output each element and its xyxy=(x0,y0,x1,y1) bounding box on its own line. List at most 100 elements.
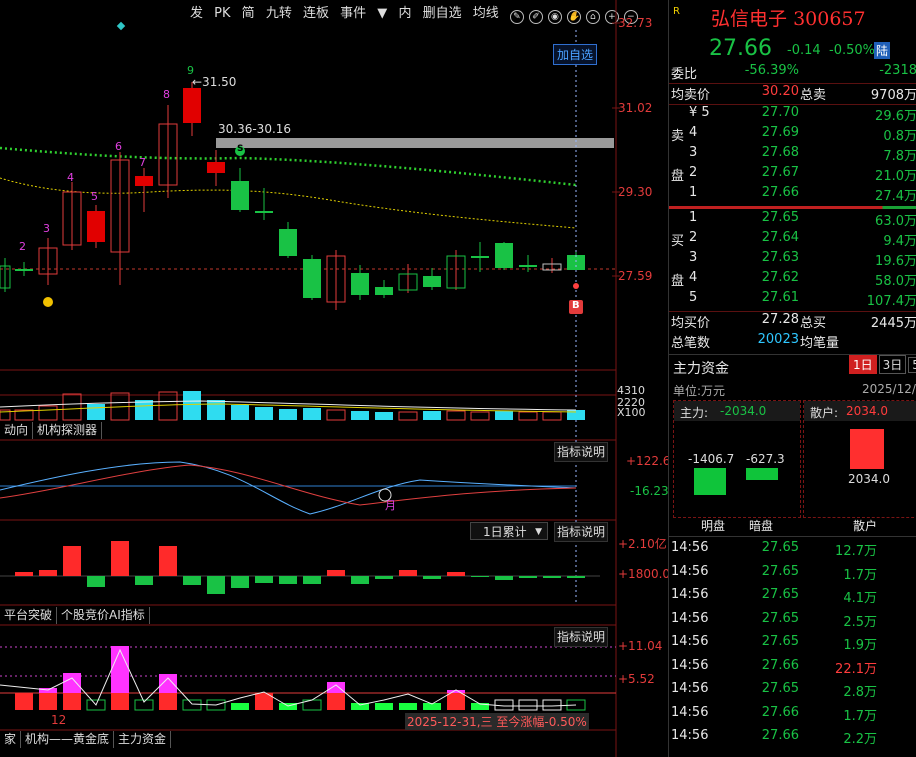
period-select[interactable]: 1日累计 ▼ xyxy=(470,522,548,540)
range-label: 30.36-30.16 xyxy=(218,122,292,136)
tick-price: 27.65 xyxy=(761,587,799,602)
sell-level-label: 3 xyxy=(689,145,698,160)
tab-5day[interactable]: 5 xyxy=(908,357,916,373)
tab-ai-auction[interactable]: 个股竞价AI指标 xyxy=(57,607,150,624)
sell-signal-icon xyxy=(235,146,245,156)
toolbar-item-jiuzhuan[interactable]: 九转 xyxy=(265,6,292,21)
seq-number-5: 5 xyxy=(91,190,98,203)
sell-level-volume: 21.0万 xyxy=(875,169,916,184)
tick-row: 14:56 27.66 22.1万 xyxy=(669,658,916,678)
indicator1-axis-top: +122.6 xyxy=(626,454,668,468)
tick-row: 14:56 27.66 2.2万 xyxy=(669,728,916,748)
tick-volume: 22.1万 xyxy=(835,661,877,677)
buy-level-label: 1 xyxy=(689,210,698,225)
indicator1-marker: 月 xyxy=(385,499,396,512)
buy-level-price: 27.64 xyxy=(761,230,799,245)
tick-volume: 4.1万 xyxy=(843,591,877,606)
price-axis-2: 31.02 xyxy=(618,101,653,115)
buy-level-volume: 19.6万 xyxy=(875,254,916,269)
sell-level-row: 盘 2 27.67 21.0万 xyxy=(669,165,916,185)
avg-vol-label: 均笔量 xyxy=(800,336,840,351)
tab-direction[interactable]: 动向 xyxy=(0,422,34,439)
main-fund-box: 主力: -2034.0 -1406.7 -627.3 xyxy=(673,400,801,518)
sell-level-price: 27.68 xyxy=(761,145,799,160)
buy-level-row: 1 27.65 63.0万 xyxy=(669,210,916,230)
buy-level-label: 4 xyxy=(689,270,698,285)
volume-label-3: X100 xyxy=(617,406,646,419)
sell-level-volume: 0.8万 xyxy=(883,129,916,144)
indicator2-note-button[interactable]: 指标说明 xyxy=(554,522,608,542)
seq-number-4: 4 xyxy=(67,171,74,184)
sell-level-price: 27.70 xyxy=(761,105,799,120)
buy-level-volume: 9.4万 xyxy=(883,234,916,249)
dropdown-arrow-icon[interactable]: ▼ xyxy=(377,6,388,21)
tick-time: 14:56 xyxy=(671,728,709,743)
toolbar-item-ma[interactable]: 均线 xyxy=(472,6,499,21)
tab-institution-detector[interactable]: 机构探测器 xyxy=(33,422,103,439)
toolbar-item-jian[interactable]: 简 xyxy=(241,6,255,21)
pen-icon[interactable]: ✐ xyxy=(528,10,543,24)
tab-jia[interactable]: 家 xyxy=(0,731,22,748)
sell-level-row: 卖 4 27.69 0.8万 xyxy=(669,125,916,145)
hand-icon[interactable]: ✋ xyxy=(566,10,581,24)
toolbar-item-fa[interactable]: 发 xyxy=(190,6,204,21)
weibi-label: 委比 xyxy=(671,67,698,82)
avg-buy-label: 均买价 xyxy=(671,316,711,331)
sell-level-label: 2 xyxy=(689,165,698,180)
indicator3-note-button[interactable]: 指标说明 xyxy=(554,627,608,647)
tick-volume: 2.5万 xyxy=(843,614,877,630)
buy-badge: B xyxy=(572,300,580,311)
sell-level-row: 1 27.66 27.4万 xyxy=(669,185,916,205)
candles xyxy=(0,82,585,310)
chart-toolbar: 发 PK 简 九转 连板 事件 ▼ 内 删自选 均线 ✎ ✐ ◉ ✋ ⌂ + − xyxy=(190,2,643,24)
seq-number-6: 6 xyxy=(115,140,122,153)
indicator1-note-button[interactable]: 指标说明 xyxy=(554,442,608,462)
tick-row: 14:56 27.66 1.7万 xyxy=(669,705,916,725)
buy-level-label: 2 xyxy=(689,230,698,245)
total-sell-value: 9708万 xyxy=(870,88,916,103)
total-count-value: 20023 xyxy=(757,332,799,347)
eye-icon[interactable]: ◉ xyxy=(547,10,562,24)
fund-date: 2025/12/3 xyxy=(862,382,916,396)
buy-level-row: 盘 4 27.62 58.0万 xyxy=(669,270,916,290)
buy-side-label: 买 xyxy=(671,234,685,249)
tick-price: 27.66 xyxy=(761,728,799,743)
tick-time: 14:56 xyxy=(671,681,709,696)
draw-icon[interactable]: ✎ xyxy=(509,10,524,24)
lock-icon[interactable]: ⌂ xyxy=(585,10,600,24)
sell-level-volume: 27.4万 xyxy=(875,189,916,204)
toolbar-item-delete-watch[interactable]: 删自选 xyxy=(422,6,462,21)
tick-time: 14:56 xyxy=(671,587,709,602)
toolbar-item-event[interactable]: 事件 xyxy=(340,6,367,21)
favorite-icon[interactable]: R xyxy=(673,6,680,17)
tick-volume: 1.9万 xyxy=(843,638,877,653)
sell-level-row: ¥ 5 27.70 29.6万 xyxy=(669,105,916,125)
sell-side-label: 卖 xyxy=(671,129,685,144)
stock-name: 弘信电子 xyxy=(711,8,788,30)
zoom-out-icon[interactable]: − xyxy=(623,10,638,24)
tab-1day[interactable]: 1日 xyxy=(849,355,877,374)
tick-time: 14:56 xyxy=(671,657,709,673)
seq-number-7: 7 xyxy=(139,156,146,169)
seq-number-2: 2 xyxy=(19,240,26,253)
indicator3-axis-mid: +5.52 xyxy=(618,672,655,686)
zoom-in-icon[interactable]: + xyxy=(604,10,619,24)
toolbar-item-lianban[interactable]: 连板 xyxy=(302,6,329,21)
tick-volume: 12.7万 xyxy=(835,544,877,559)
tab-main-fund[interactable]: 主力资金 xyxy=(114,731,172,748)
tick-price: 27.65 xyxy=(761,681,799,696)
weibi-val: -2318 xyxy=(879,63,916,78)
tab-3day[interactable]: 3日 xyxy=(878,355,907,374)
kline-chart xyxy=(0,0,620,757)
tab-platform-breakout[interactable]: 平台突破 xyxy=(0,607,58,624)
add-watchlist-button[interactable]: 加自选 xyxy=(553,44,598,65)
indicator-tabs-3: 家机构——黄金底 主力资金 xyxy=(0,731,172,749)
indicator1-axis-mid: -16.23 xyxy=(630,484,668,498)
retail-bar-value: 2034.0 xyxy=(848,472,890,486)
tab-golden-bottom[interactable]: 机构——黄金底 xyxy=(21,731,115,748)
indicator2-axis-top: +2.10亿 xyxy=(618,537,667,551)
toolbar-item-pk[interactable]: PK xyxy=(214,6,231,21)
chart-area[interactable]: 发 PK 简 九转 连板 事件 ▼ 内 删自选 均线 ✎ ✐ ◉ ✋ ⌂ + − xyxy=(0,0,668,757)
toolbar-item-nei[interactable]: 内 xyxy=(398,6,412,21)
buy-level-price: 27.63 xyxy=(761,250,799,265)
